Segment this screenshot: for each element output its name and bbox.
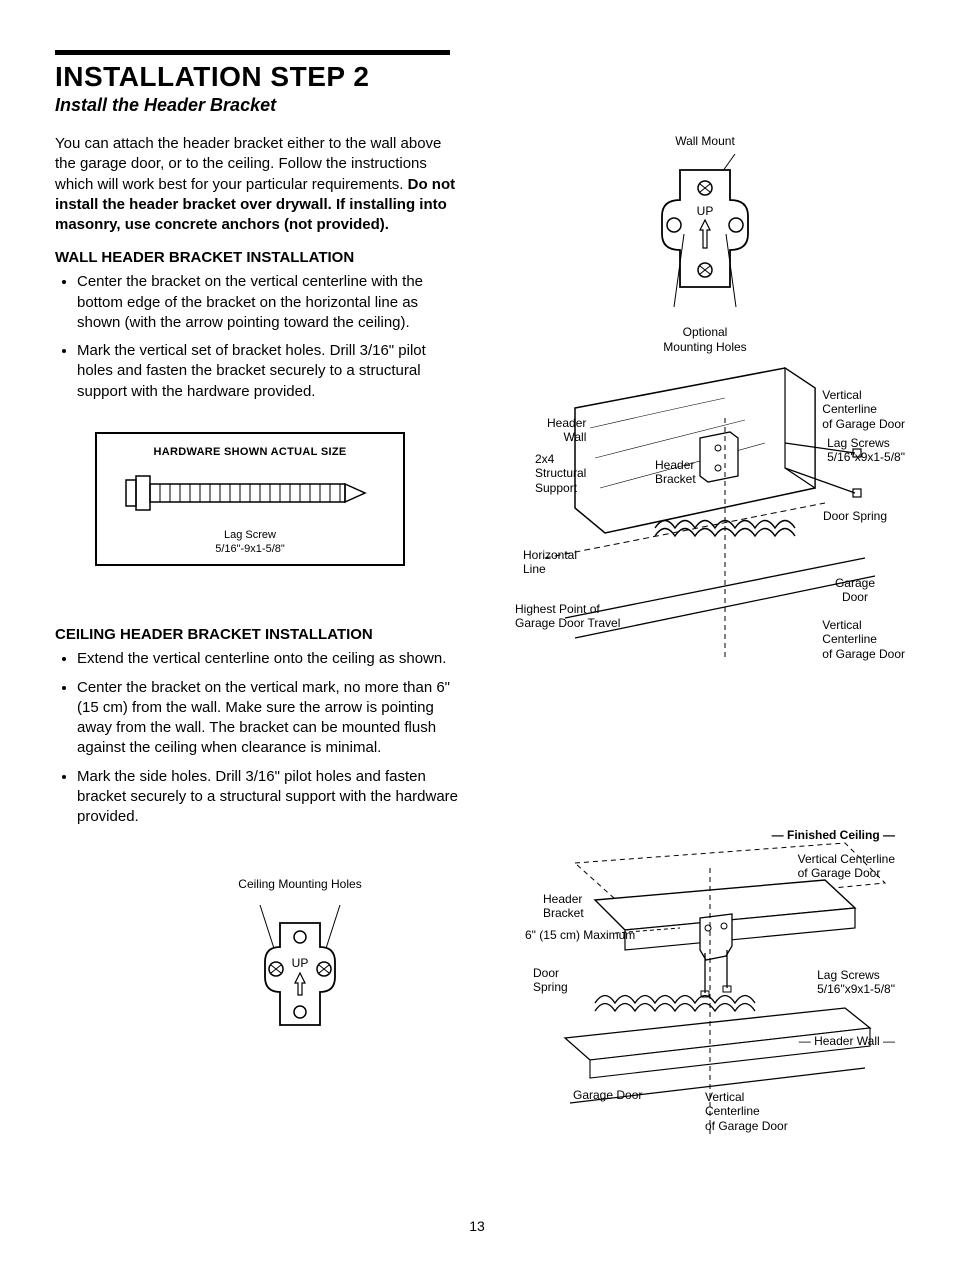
- label-structural: 2x4 Structural Support: [535, 452, 586, 495]
- wall-mount-diagram: Wall Mount UP Optional: [505, 134, 905, 354]
- columns: You can attach the header bracket either…: [55, 134, 899, 1158]
- label-highest: Highest Point of Garage Door Travel: [515, 602, 620, 631]
- label-lag-screws: Lag Screws 5/16"x9x1-5/8": [817, 968, 895, 997]
- list-item: Mark the vertical set of bracket holes. …: [77, 341, 465, 402]
- label-door-spring: Door Spring: [823, 509, 887, 523]
- ceiling-bracket-diagram-block: Ceiling Mounting Holes UP: [135, 877, 465, 1052]
- ceiling-bullets: Extend the vertical centerline onto the …: [55, 649, 465, 827]
- ceiling-install-diagram: — Finished Ceiling — Vertical Centerline…: [505, 828, 905, 1158]
- list-item: Center the bracket on the vertical mark,…: [77, 678, 465, 759]
- label-header-wall: Header Wall: [547, 416, 586, 445]
- up-label: UP: [292, 956, 309, 970]
- label-vcl: Vertical Centerline of Garage Door: [798, 852, 895, 881]
- label-vcl2: Vertical Centerline of Garage Door: [822, 618, 905, 661]
- wall-bullets: Center the bracket on the vertical cente…: [55, 272, 465, 402]
- label-garage-door: Garage Door: [573, 1088, 642, 1102]
- title-rule: [55, 50, 450, 55]
- lag-screw-diagram: [120, 468, 380, 518]
- ceiling-holes-label: Ceiling Mounting Holes: [135, 877, 465, 891]
- page-number: 13: [55, 1218, 899, 1234]
- label-max: 6" (15 cm) Maximum: [525, 928, 635, 942]
- hardware-title: HARDWARE SHOWN ACTUAL SIZE: [97, 446, 403, 458]
- page: INSTALLATION STEP 2 Install the Header B…: [0, 0, 954, 1274]
- list-item: Extend the vertical centerline onto the …: [77, 649, 465, 669]
- label-door-spring: Door Spring: [533, 966, 568, 995]
- ceiling-heading: CEILING HEADER BRACKET INSTALLATION: [55, 626, 465, 643]
- label-header-wall: — Header Wall —: [799, 1034, 895, 1048]
- right-column: Wall Mount UP Optional: [505, 134, 905, 1158]
- intro-paragraph: You can attach the header bracket either…: [55, 134, 465, 235]
- list-item: Mark the side holes. Drill 3/16" pilot h…: [77, 767, 465, 828]
- wall-mount-label: Wall Mount: [675, 134, 735, 148]
- label-horizontal: Horizontal Line: [523, 548, 577, 577]
- page-title: INSTALLATION STEP 2: [55, 61, 899, 93]
- ceiling-bracket-icon: UP: [235, 897, 365, 1047]
- wall-install-diagram: Header Wall 2x4 Structural Support Heade…: [505, 358, 905, 678]
- hardware-box: HARDWARE SHOWN ACTUAL SIZE: [95, 432, 405, 567]
- svg-text:UP: UP: [697, 204, 714, 218]
- label-lag-screws: Lag Screws 5/16"x9x1-5/8": [827, 436, 905, 465]
- label-vcl: Vertical Centerline of Garage Door: [822, 388, 905, 431]
- label-vcl2: Vertical Centerline of Garage Door: [705, 1090, 788, 1133]
- label-garage-door: Garage Door: [835, 576, 875, 605]
- wall-mount-bracket-icon: UP: [620, 152, 790, 352]
- label-finished-ceiling: — Finished Ceiling —: [772, 828, 895, 842]
- list-item: Center the bracket on the vertical cente…: [77, 272, 465, 333]
- page-subtitle: Install the Header Bracket: [55, 95, 899, 116]
- left-column: You can attach the header bracket either…: [55, 134, 465, 1158]
- intro-text: You can attach the header bracket either…: [55, 135, 441, 193]
- label-header-bracket: Header Bracket: [655, 458, 696, 487]
- optional-holes-label: Optional Mounting Holes: [663, 325, 746, 354]
- hardware-caption: Lag Screw 5/16"-9x1-5/8": [97, 529, 403, 557]
- label-header-bracket: Header Bracket: [543, 892, 584, 921]
- wall-heading: WALL HEADER BRACKET INSTALLATION: [55, 249, 465, 266]
